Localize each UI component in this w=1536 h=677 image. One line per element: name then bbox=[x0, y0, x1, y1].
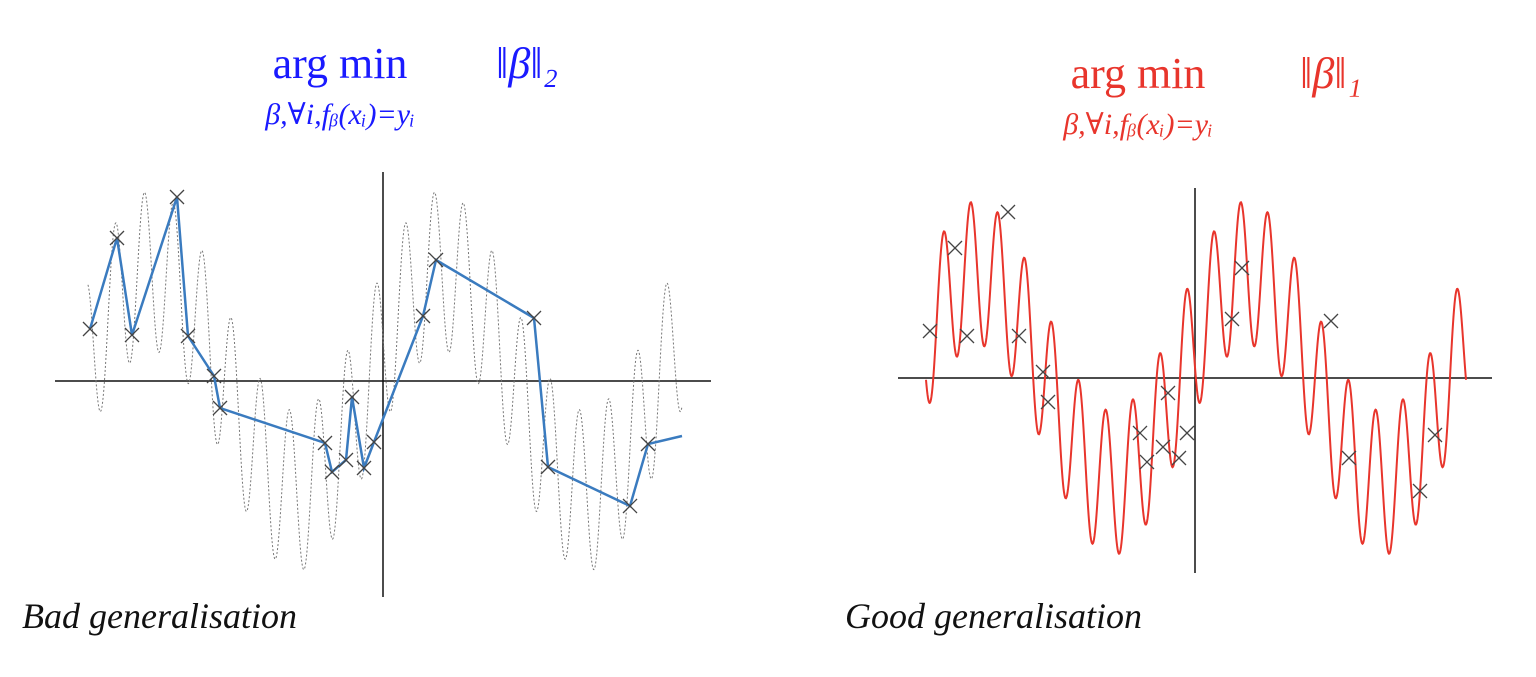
cross bbox=[1132, 425, 1148, 441]
cross bbox=[1139, 454, 1155, 470]
cross bbox=[1224, 311, 1240, 327]
cross bbox=[1040, 394, 1056, 410]
cross bbox=[1035, 364, 1051, 380]
cross bbox=[1011, 328, 1027, 344]
cross bbox=[1323, 313, 1339, 329]
cross bbox=[109, 230, 125, 246]
cross bbox=[324, 464, 340, 480]
samples bbox=[82, 189, 1443, 514]
caption: Bad generalisation bbox=[22, 596, 297, 636]
subscript: β,∀i,fᵦ(xᵢ)=yᵢ bbox=[264, 98, 415, 131]
right-formula: arg min β,∀i,fᵦ(xᵢ)=yᵢ ‖β‖₁ bbox=[1062, 49, 1362, 141]
subscript: β,∀i,fᵦ(xᵢ)=yᵢ bbox=[1062, 108, 1213, 141]
cross bbox=[356, 460, 372, 476]
cross bbox=[526, 310, 542, 326]
norm: ‖β‖₁ bbox=[1300, 49, 1362, 98]
caption: Good generalisation bbox=[845, 596, 1142, 636]
cross bbox=[1427, 427, 1443, 443]
l2-fit bbox=[88, 196, 683, 508]
cross bbox=[124, 327, 140, 343]
cross bbox=[947, 240, 963, 256]
true-function bbox=[87, 191, 683, 571]
cross bbox=[366, 434, 382, 450]
norm: ‖β‖₂ bbox=[496, 39, 558, 88]
cross bbox=[1179, 425, 1195, 441]
cross bbox=[206, 368, 222, 384]
cross bbox=[959, 328, 975, 344]
cross bbox=[1000, 204, 1016, 220]
cross bbox=[1155, 439, 1171, 455]
cross bbox=[922, 323, 938, 339]
left-formula: arg min β,∀i,fᵦ(xᵢ)=yᵢ ‖β‖₂ bbox=[264, 39, 558, 131]
cross bbox=[428, 252, 444, 268]
cross bbox=[1341, 450, 1357, 466]
cross bbox=[212, 400, 228, 416]
cross bbox=[169, 189, 185, 205]
cross bbox=[1412, 483, 1428, 499]
cross bbox=[338, 452, 354, 468]
cross bbox=[82, 321, 98, 337]
operator: arg min bbox=[1071, 49, 1206, 98]
cross bbox=[540, 459, 556, 475]
cross bbox=[1171, 450, 1187, 466]
cross bbox=[317, 435, 333, 451]
cross bbox=[344, 389, 360, 405]
cross bbox=[640, 436, 656, 452]
operator: arg min bbox=[273, 39, 408, 88]
cross bbox=[415, 308, 431, 324]
cross bbox=[180, 328, 196, 344]
l1-fit bbox=[925, 201, 1467, 556]
cross bbox=[622, 498, 638, 514]
cross bbox=[1160, 385, 1176, 401]
cross bbox=[1234, 260, 1250, 276]
